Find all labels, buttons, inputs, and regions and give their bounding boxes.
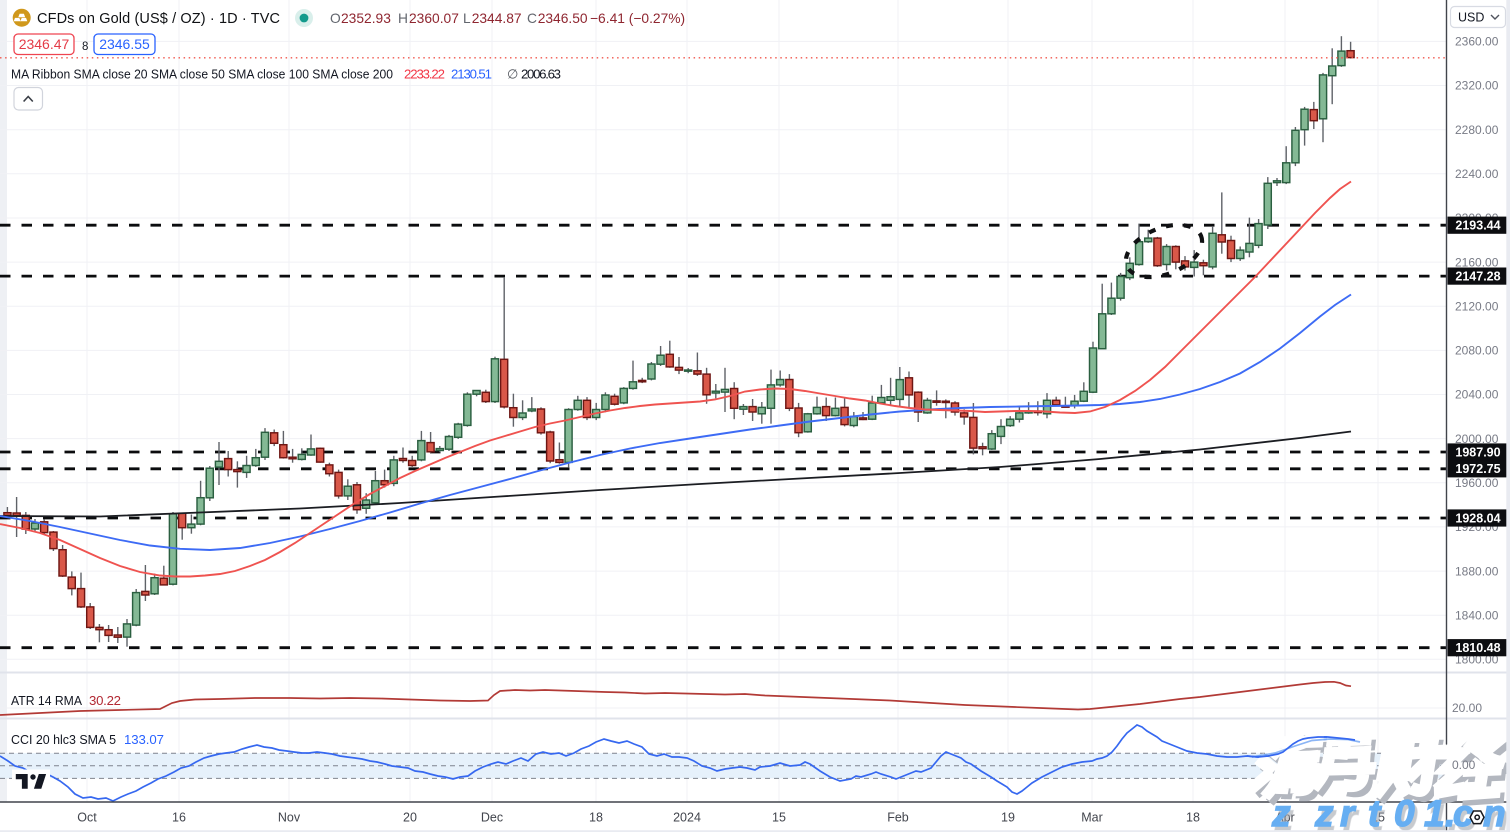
svg-text:CFDs on Gold (US$ / OZ) · 1D ·: CFDs on Gold (US$ / OZ) · 1D · TVC	[37, 11, 280, 27]
svg-text:1840.00: 1840.00	[1455, 608, 1499, 622]
svg-text:15: 15	[1371, 811, 1385, 825]
svg-text:8: 8	[82, 41, 88, 53]
svg-text:1810.48: 1810.48	[1455, 641, 1500, 655]
svg-text:2080.00: 2080.00	[1455, 344, 1499, 358]
svg-text:18: 18	[589, 811, 603, 825]
svg-text:Dec: Dec	[481, 811, 503, 825]
svg-text:2120.00: 2120.00	[1455, 299, 1499, 313]
svg-text:C: C	[527, 11, 537, 26]
svg-text:USD: USD	[1458, 11, 1484, 25]
svg-text:2024: 2024	[673, 811, 701, 825]
svg-text:1928.04: 1928.04	[1455, 511, 1500, 525]
svg-text:2320.00: 2320.00	[1455, 79, 1499, 93]
svg-text:Apr: Apr	[1275, 811, 1294, 825]
svg-text:t: t	[1368, 793, 1382, 832]
svg-text:2346.55: 2346.55	[99, 36, 150, 52]
svg-text:L: L	[463, 11, 471, 26]
svg-text:O: O	[330, 11, 341, 26]
svg-text:18: 18	[1186, 811, 1200, 825]
svg-text:2006.63: 2006.63	[521, 67, 561, 82]
svg-text:2193.44: 2193.44	[1455, 219, 1500, 233]
svg-text:133.07: 133.07	[124, 732, 164, 747]
svg-text:t: t	[1371, 797, 1385, 832]
svg-text:c: c	[1456, 797, 1477, 832]
svg-text:2130.51: 2130.51	[451, 67, 492, 82]
svg-text:1960.00: 1960.00	[1455, 476, 1499, 490]
svg-text:c: c	[1453, 793, 1474, 832]
svg-text:15: 15	[772, 811, 786, 825]
svg-text:2360.07: 2360.07	[409, 11, 459, 26]
svg-text:1972.75: 1972.75	[1455, 462, 1500, 476]
svg-text:20: 20	[403, 811, 417, 825]
svg-text:z: z	[1271, 793, 1291, 832]
svg-text:H: H	[398, 11, 408, 26]
svg-text:r: r	[1343, 797, 1360, 832]
svg-text:ATR 14 RMA: ATR 14 RMA	[11, 693, 82, 708]
svg-text:z: z	[1274, 797, 1294, 832]
svg-text:−6.41 (−0.27%): −6.41 (−0.27%)	[590, 11, 685, 26]
svg-text:z: z	[1314, 793, 1334, 832]
svg-text:30.22: 30.22	[89, 693, 121, 708]
svg-text:0: 0	[1394, 793, 1415, 832]
svg-text:MA Ribbon SMA close 20 SMA clo: MA Ribbon SMA close 20 SMA close 50 SMA …	[11, 67, 393, 82]
svg-text:.: .	[1445, 793, 1455, 832]
svg-text:2000.00: 2000.00	[1455, 432, 1499, 446]
svg-text:∅: ∅	[507, 67, 519, 82]
svg-text:Nov: Nov	[278, 811, 301, 825]
svg-text:1987.90: 1987.90	[1455, 445, 1500, 459]
svg-text:1: 1	[1424, 793, 1445, 832]
svg-text:2360.00: 2360.00	[1455, 35, 1499, 49]
svg-text:.: .	[1448, 797, 1458, 832]
svg-text:z: z	[1317, 797, 1337, 832]
svg-text:2346.47: 2346.47	[19, 36, 70, 52]
svg-text:2040.00: 2040.00	[1455, 388, 1499, 402]
svg-text:2346.50: 2346.50	[538, 11, 588, 26]
svg-text:0.00: 0.00	[1452, 758, 1476, 772]
svg-text:0: 0	[1397, 797, 1418, 832]
svg-text:Oct: Oct	[77, 811, 97, 825]
svg-text:Mar: Mar	[1081, 811, 1103, 825]
svg-text:n: n	[1486, 797, 1509, 832]
svg-text:2147.28: 2147.28	[1455, 270, 1500, 284]
svg-text:r: r	[1340, 793, 1357, 832]
svg-text:Feb: Feb	[887, 811, 909, 825]
svg-text:2240.00: 2240.00	[1455, 167, 1499, 181]
svg-text:n: n	[1483, 793, 1506, 832]
svg-text:1: 1	[1427, 797, 1448, 832]
svg-text:1880.00: 1880.00	[1455, 564, 1499, 578]
svg-text:20.00: 20.00	[1452, 701, 1482, 715]
svg-text:2233.22: 2233.22	[404, 67, 445, 82]
svg-text:2344.87: 2344.87	[472, 11, 522, 26]
svg-text:16: 16	[172, 811, 186, 825]
svg-text:2160.00: 2160.00	[1455, 255, 1499, 269]
svg-text:19: 19	[1001, 811, 1015, 825]
svg-text:2352.93: 2352.93	[341, 11, 391, 26]
svg-text:2280.00: 2280.00	[1455, 123, 1499, 137]
svg-text:CCI 20 hlc3 SMA 5: CCI 20 hlc3 SMA 5	[11, 732, 116, 747]
